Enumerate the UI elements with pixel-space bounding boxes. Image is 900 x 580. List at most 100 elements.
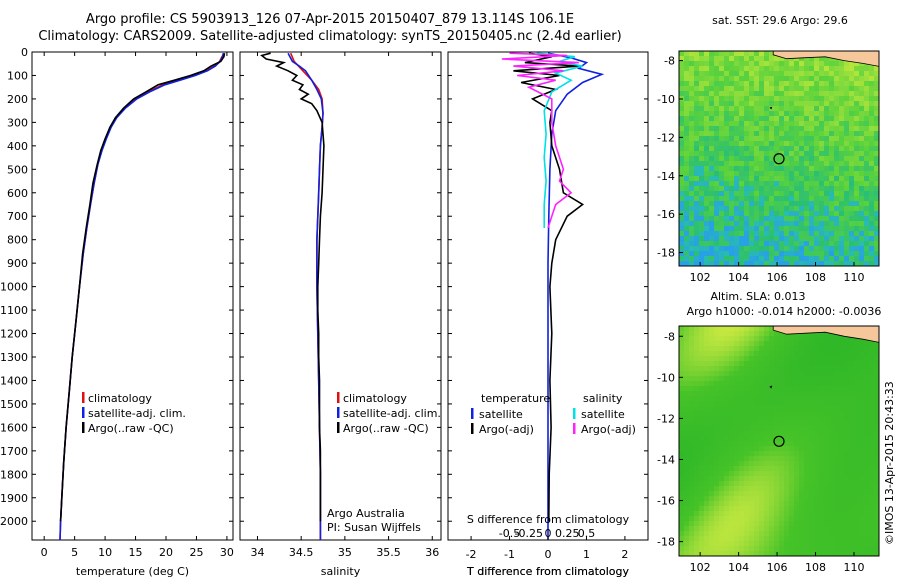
map-cell bbox=[714, 511, 720, 517]
map-cell bbox=[714, 501, 720, 507]
map-cell bbox=[794, 406, 800, 412]
map-y-tick-label: -14 bbox=[657, 170, 675, 183]
map-cell bbox=[789, 491, 795, 497]
map-cell bbox=[774, 111, 780, 117]
map-cell bbox=[769, 106, 775, 112]
map-cell bbox=[729, 91, 735, 97]
map-cell bbox=[709, 146, 715, 152]
map-cell bbox=[804, 461, 810, 467]
map-cell bbox=[849, 336, 855, 342]
map-cell bbox=[864, 236, 870, 242]
map-cell bbox=[854, 151, 860, 157]
map-cell bbox=[759, 406, 765, 412]
map-cell bbox=[794, 336, 800, 342]
map-cell bbox=[814, 546, 820, 552]
map-cell bbox=[694, 346, 700, 352]
map-cell bbox=[739, 351, 745, 357]
map-cell bbox=[839, 216, 845, 222]
map-cell bbox=[869, 156, 875, 162]
map-cell bbox=[769, 206, 775, 212]
map-cell bbox=[779, 261, 785, 266]
map-cell bbox=[854, 471, 860, 477]
map-cell bbox=[719, 371, 725, 377]
map-cell bbox=[764, 401, 770, 407]
map-cell bbox=[809, 341, 815, 347]
map-cell bbox=[774, 156, 780, 162]
map-cell bbox=[764, 551, 770, 556]
map-cell bbox=[709, 206, 715, 212]
map-cell bbox=[769, 456, 775, 462]
imos-timestamp: ©IMOS 13-Apr-2015 20:43:33 bbox=[883, 381, 896, 545]
map-cell bbox=[719, 551, 725, 556]
map-cell bbox=[679, 141, 685, 147]
map-cell bbox=[759, 51, 765, 57]
map-cell bbox=[804, 91, 810, 97]
map-cell bbox=[814, 446, 820, 452]
map-cell bbox=[684, 336, 690, 342]
map-cell bbox=[749, 96, 755, 102]
map-cell bbox=[739, 366, 745, 372]
map-cell bbox=[829, 231, 835, 237]
map-cell bbox=[704, 466, 710, 472]
map-cell bbox=[764, 351, 770, 357]
map-cell bbox=[689, 386, 695, 392]
map-cell bbox=[849, 256, 855, 262]
map-cell bbox=[684, 476, 690, 482]
map-cell bbox=[739, 226, 745, 232]
map-cell bbox=[699, 131, 705, 137]
map-cell bbox=[819, 456, 825, 462]
map-cell bbox=[864, 376, 870, 382]
map-cell bbox=[699, 351, 705, 357]
map-cell bbox=[749, 71, 755, 77]
map-cell bbox=[724, 361, 730, 367]
map-cell bbox=[874, 461, 879, 467]
map-cell bbox=[764, 416, 770, 422]
map-cell bbox=[864, 551, 870, 556]
map-cell bbox=[754, 346, 760, 352]
map-cell bbox=[769, 201, 775, 207]
map-cell bbox=[724, 256, 730, 262]
map-cell bbox=[819, 396, 825, 402]
map-cell bbox=[724, 536, 730, 542]
map-cell bbox=[824, 196, 830, 202]
map-cell bbox=[819, 381, 825, 387]
map-cell bbox=[789, 451, 795, 457]
map-cell bbox=[844, 91, 850, 97]
map-cell bbox=[724, 331, 730, 337]
y-tick-label: 800 bbox=[7, 234, 28, 247]
map-cell bbox=[719, 226, 725, 232]
map-cell bbox=[834, 186, 840, 192]
map-cell bbox=[714, 436, 720, 442]
map-cell bbox=[784, 346, 790, 352]
y-tick-label: 1000 bbox=[0, 281, 28, 294]
map-cell bbox=[784, 471, 790, 477]
map-cell bbox=[749, 376, 755, 382]
map-cell bbox=[694, 261, 700, 266]
map-cell bbox=[869, 426, 875, 432]
map-cell bbox=[724, 161, 730, 167]
map-cell bbox=[749, 56, 755, 62]
map-cell bbox=[764, 61, 770, 67]
map-cell bbox=[684, 421, 690, 427]
map-cell bbox=[784, 441, 790, 447]
map-cell bbox=[784, 151, 790, 157]
map-cell bbox=[864, 386, 870, 392]
map-cell bbox=[844, 391, 850, 397]
map-cell bbox=[704, 186, 710, 192]
map-cell bbox=[719, 231, 725, 237]
map-cell bbox=[804, 256, 810, 262]
map-cell bbox=[709, 201, 715, 207]
map-cell bbox=[824, 546, 830, 552]
map-cell bbox=[854, 191, 860, 197]
map-cell bbox=[729, 441, 735, 447]
map-cell bbox=[754, 216, 760, 222]
y-tick-label: 1100 bbox=[0, 304, 28, 317]
map-cell bbox=[734, 136, 740, 142]
map-cell bbox=[729, 86, 735, 92]
map-cell bbox=[689, 71, 695, 77]
map-cell bbox=[714, 386, 720, 392]
map-cell bbox=[869, 401, 875, 407]
map-cell bbox=[694, 196, 700, 202]
map-cell bbox=[769, 326, 775, 332]
map-cell bbox=[864, 526, 870, 532]
